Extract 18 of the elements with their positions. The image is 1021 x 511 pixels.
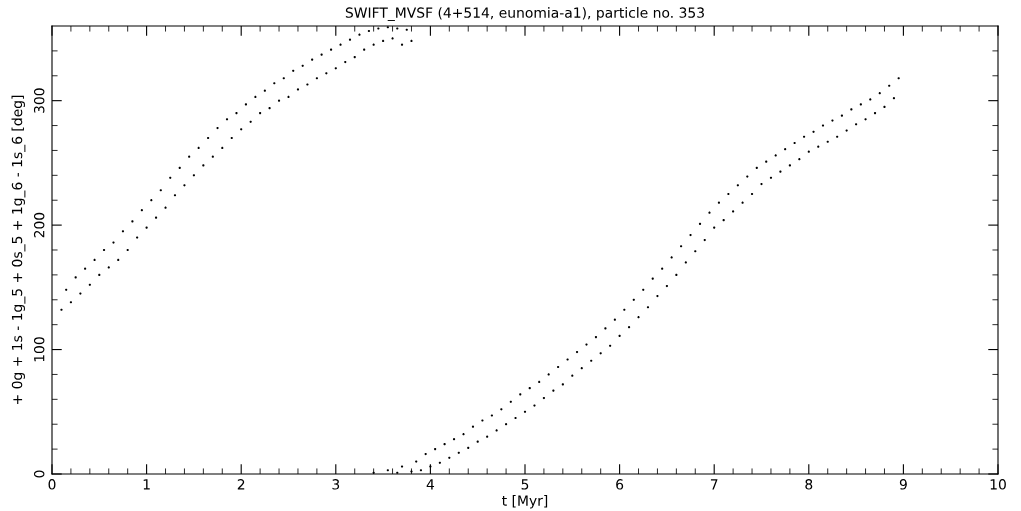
y-axis-title: + 0g + 1s - 1g_5 + 0s_5 + 1g_6 - 1s_6 [deg] <box>11 95 26 404</box>
y-tick-label: 0 <box>33 470 45 478</box>
y-tick-label: 200 <box>33 212 45 238</box>
x-tick-label: 6 <box>616 479 624 490</box>
y-tick-label: 100 <box>33 337 45 362</box>
x-tick-label: 1 <box>143 479 150 490</box>
x-tick-label: 2 <box>237 479 245 490</box>
x-axis-title: t [Myr] <box>502 495 548 509</box>
x-tick-label: 4 <box>426 479 435 490</box>
y-tick-label: 300 <box>33 88 45 113</box>
x-tick-label: 3 <box>332 479 340 490</box>
x-tick-label: 7 <box>710 479 718 490</box>
chart-title: SWIFT_MVSF (4+514, eunomia-a1), particle no. 353 <box>345 7 704 21</box>
x-tick-label: 9 <box>899 479 907 490</box>
x-tick-label: 10 <box>990 479 1006 490</box>
x-tick-label: 8 <box>805 479 813 490</box>
x-tick-label: 0 <box>48 479 56 490</box>
x-tick-label: 5 <box>521 479 529 490</box>
